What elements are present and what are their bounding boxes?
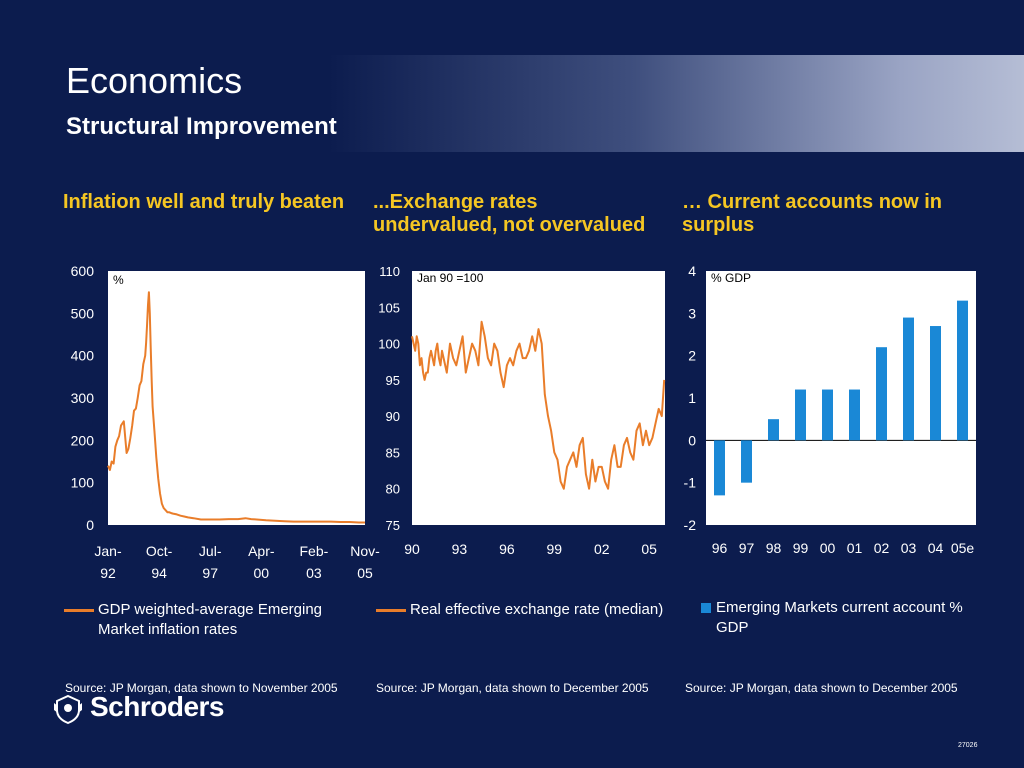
inflation-ytick-label: 0 — [86, 517, 94, 533]
schroders-logo: Schroders — [52, 691, 242, 725]
current-account-xtick-label: 05e — [951, 540, 975, 556]
exchange-rate-xtick-label: 93 — [452, 541, 468, 557]
inflation-ytick-label: 400 — [71, 348, 95, 364]
inflation-xtick-label: Nov- — [350, 543, 380, 559]
current-account-source: Source: JP Morgan, data shown to Decembe… — [685, 681, 958, 695]
inflation-plot-area — [108, 271, 365, 525]
current-account-xtick-label: 00 — [820, 540, 836, 556]
current-account-bar — [768, 419, 779, 441]
current-account-xtick-label: 97 — [739, 540, 755, 556]
current-account-xtick-label: 04 — [928, 540, 944, 556]
current-account-bar — [957, 300, 968, 441]
current-account-unit-label: % GDP — [711, 271, 751, 285]
current-account-xtick-label: 98 — [766, 540, 782, 556]
exchange-rate-ytick-label: 80 — [386, 482, 400, 497]
exchange-rate-xtick-label: 99 — [547, 541, 563, 557]
current-account-bar — [876, 347, 887, 441]
inflation-unit-label: % — [113, 273, 124, 287]
current-account-ytick-label: 4 — [688, 263, 696, 279]
exchange-rate-heading: ...Exchange rates undervalued, not overv… — [373, 191, 646, 236]
current-account-bar — [849, 389, 860, 441]
inflation-xtick-label: 00 — [254, 565, 270, 581]
inflation-ytick-label: 600 — [71, 263, 95, 279]
inflation-xtick-label: 05 — [357, 565, 373, 581]
exchange-rate-xtick-label: 90 — [404, 541, 420, 557]
inflation-xtick-label: Jan- — [94, 543, 122, 559]
exchange-rate-plot-area — [412, 271, 665, 525]
exchange-rate-legend: Real effective exchange rate (median) — [376, 600, 686, 620]
current-account-xtick-label: 99 — [793, 540, 809, 556]
exchange-rate-source: Source: JP Morgan, data shown to Decembe… — [376, 681, 649, 695]
exchange-rate-chart: Jan 90 =100 75 80 85 90 95 100 105 110 90 93 96 99 0… — [378, 264, 666, 557]
inflation-heading: Inflation well and truly beaten — [63, 191, 345, 213]
inflation-xtick-label: Oct- — [146, 543, 173, 559]
current-account-xtick-label: 03 — [901, 540, 917, 556]
current-account-legend-swatch — [701, 603, 711, 613]
logo-text: Schroders — [90, 691, 225, 722]
exchange-rate-ytick-label: 95 — [386, 373, 400, 388]
inflation-xtick-label: Feb- — [299, 543, 328, 559]
current-account-ytick-label: 2 — [688, 348, 696, 364]
current-account-legend: Emerging Markets current account % GDP — [701, 598, 986, 638]
exchange-rate-xtick-label: 05 — [641, 541, 657, 557]
exchange-rate-ytick-label: 90 — [386, 409, 400, 424]
inflation-ytick-label: 500 — [71, 305, 95, 321]
current-account-bar — [741, 440, 752, 483]
exchange-rate-xtick-label: 96 — [499, 541, 515, 557]
inflation-series-line — [107, 291, 365, 524]
exchange-rate-legend-swatch — [376, 609, 406, 612]
page-title: Economics — [66, 60, 243, 101]
exchange-rate-series-line — [411, 320, 666, 490]
current-account-legend-label: Emerging Markets current account % GDP — [716, 599, 963, 636]
current-account-xtick-label: 02 — [874, 540, 890, 556]
inflation-legend-label: GDP weighted-average Emerging Market inf… — [98, 601, 323, 638]
exchange-rate-ytick-label: 105 — [378, 300, 400, 315]
current-account-ytick-label: -2 — [684, 517, 697, 533]
exchange-rate-unit-label: Jan 90 =100 — [417, 271, 484, 285]
inflation-chart: % 0 100 200 300 400 500 600 Jan- 92 Oct- 94 Jul- 97 A… — [71, 263, 380, 581]
exchange-rate-ytick-label: 100 — [378, 337, 400, 352]
inflation-legend-swatch — [64, 609, 94, 612]
crest-icon — [54, 694, 82, 725]
inflation-ytick-label: 300 — [71, 390, 95, 406]
inflation-ytick-label: 200 — [71, 432, 95, 448]
current-account-xtick-label: 01 — [847, 540, 863, 556]
current-account-ytick-label: 1 — [688, 390, 696, 406]
current-account-bar — [714, 440, 725, 496]
page-subtitle: Structural Improvement — [66, 113, 337, 140]
exchange-rate-ytick-label: 110 — [379, 264, 400, 279]
exchange-rate-ytick-label: 85 — [386, 445, 400, 460]
current-account-bar — [795, 389, 806, 441]
page-code: 27026 — [958, 742, 978, 749]
inflation-ytick-label: 100 — [71, 475, 95, 491]
inflation-xtick-label: 94 — [151, 565, 167, 581]
inflation-xtick-label: 97 — [202, 565, 218, 581]
current-account-bar — [930, 326, 941, 441]
inflation-source: Source: JP Morgan, data shown to Novembe… — [65, 681, 338, 695]
exchange-rate-ytick-label: 75 — [386, 518, 400, 533]
inflation-xtick-label: Jul- — [199, 543, 222, 559]
current-account-bar — [903, 317, 914, 441]
inflation-xtick-label: Apr- — [248, 543, 275, 559]
current-account-ytick-label: 0 — [688, 432, 696, 448]
current-account-ytick-label: 3 — [688, 305, 696, 321]
header-band — [0, 55, 1024, 152]
exchange-rate-legend-label: Real effective exchange rate (median) — [410, 601, 664, 618]
inflation-legend: GDP weighted-average Emerging Market inf… — [64, 600, 364, 640]
current-account-heading: … Current accounts now in surplus — [682, 191, 943, 236]
current-account-bar — [822, 389, 833, 441]
inflation-xtick-label: 92 — [100, 565, 116, 581]
current-account-ytick-label: -1 — [684, 475, 697, 491]
inflation-xtick-label: 03 — [306, 565, 322, 581]
exchange-rate-xtick-label: 02 — [594, 541, 610, 557]
current-account-xtick-label: 96 — [712, 540, 728, 556]
